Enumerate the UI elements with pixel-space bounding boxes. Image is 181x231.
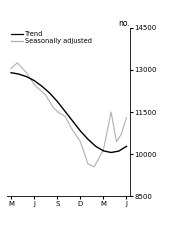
Legend: Trend, Seasonally adjusted: Trend, Seasonally adjusted (10, 31, 92, 44)
Text: no.: no. (119, 19, 130, 28)
